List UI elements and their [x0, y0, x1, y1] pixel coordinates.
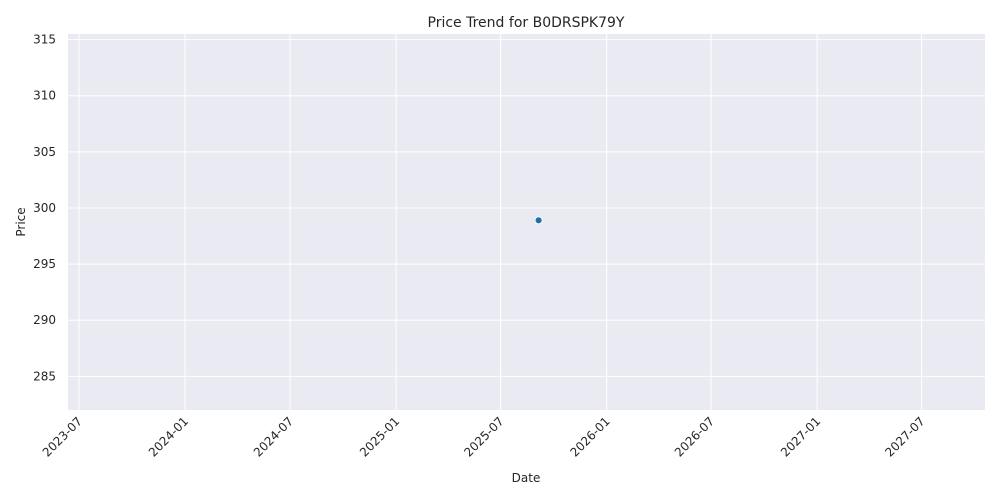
x-tick-label: 2026-01 — [567, 414, 612, 459]
x-tick-label: 2027-07 — [882, 414, 927, 459]
chart-title: Price Trend for B0DRSPK79Y — [428, 15, 625, 31]
x-tick-label: 2024-01 — [146, 414, 191, 459]
data-points — [534, 216, 543, 225]
y-tick-label: 295 — [33, 257, 56, 271]
x-tick-label: 2025-07 — [461, 414, 506, 459]
y-tick-label: 305 — [33, 145, 56, 159]
y-tick-label: 290 — [33, 313, 56, 327]
data-point — [534, 216, 543, 225]
y-tick-label: 285 — [33, 369, 56, 383]
x-axis-ticks: 2023-07 2024-01 2024-07 2025-01 2025-07 2026-… — [40, 414, 928, 459]
x-tick-label: 2023-07 — [40, 414, 85, 459]
x-tick-label: 2027-01 — [778, 414, 823, 459]
y-tick-label: 300 — [33, 201, 56, 215]
y-tick-label: 310 — [33, 89, 56, 103]
x-tick-label: 2026-07 — [672, 414, 717, 459]
y-axis-ticks: 285 290 295 300 305 310 315 — [33, 33, 56, 384]
grid-lines — [68, 34, 985, 410]
x-tick-label: 2025-01 — [357, 414, 402, 459]
y-axis-label: Price — [14, 207, 28, 236]
x-tick-label: 2024-07 — [251, 414, 296, 459]
x-axis-label: Date — [512, 471, 541, 485]
y-tick-label: 315 — [33, 33, 56, 47]
plot-area — [68, 34, 985, 410]
